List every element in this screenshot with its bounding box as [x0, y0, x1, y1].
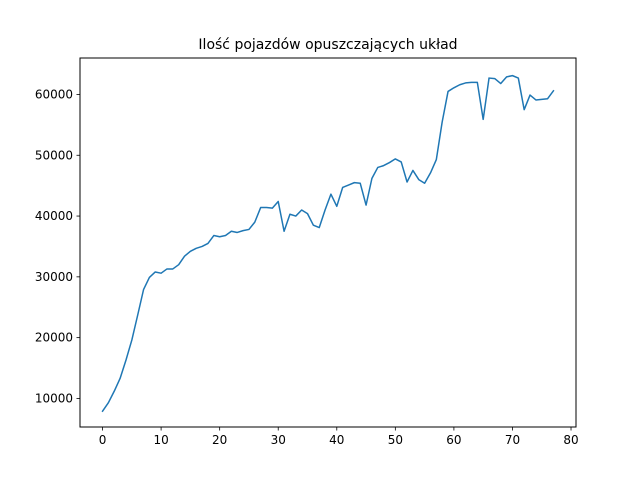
y-tick-label: 10000	[35, 391, 73, 405]
x-tick-label: 0	[99, 433, 107, 447]
x-tick-label: 50	[388, 433, 403, 447]
series-line-pojazdy	[101, 74, 555, 413]
y-tick-label: 40000	[35, 209, 73, 223]
x-tick-label: 70	[505, 433, 520, 447]
x-tick-label: 30	[271, 433, 286, 447]
x-tick-label: 20	[212, 433, 227, 447]
y-tick-label: 30000	[35, 270, 73, 284]
y-tick-label: 20000	[35, 331, 73, 345]
y-tick-label: 50000	[35, 148, 73, 162]
plot-frame	[79, 57, 577, 428]
chart-title: Ilość pojazdów opuszczających układ	[198, 37, 457, 53]
plot-area	[101, 74, 555, 413]
x-tick-label: 60	[446, 433, 461, 447]
x-tick-label: 10	[153, 433, 168, 447]
x-tick-label: 40	[329, 433, 344, 447]
y-axis: 10000 20000 30000 40000 50000 60000	[35, 87, 80, 405]
x-tick-label: 80	[563, 433, 578, 447]
y-tick-label: 60000	[35, 87, 73, 101]
x-axis: 0 10 20 30 40 50 60 70 80	[99, 427, 579, 447]
